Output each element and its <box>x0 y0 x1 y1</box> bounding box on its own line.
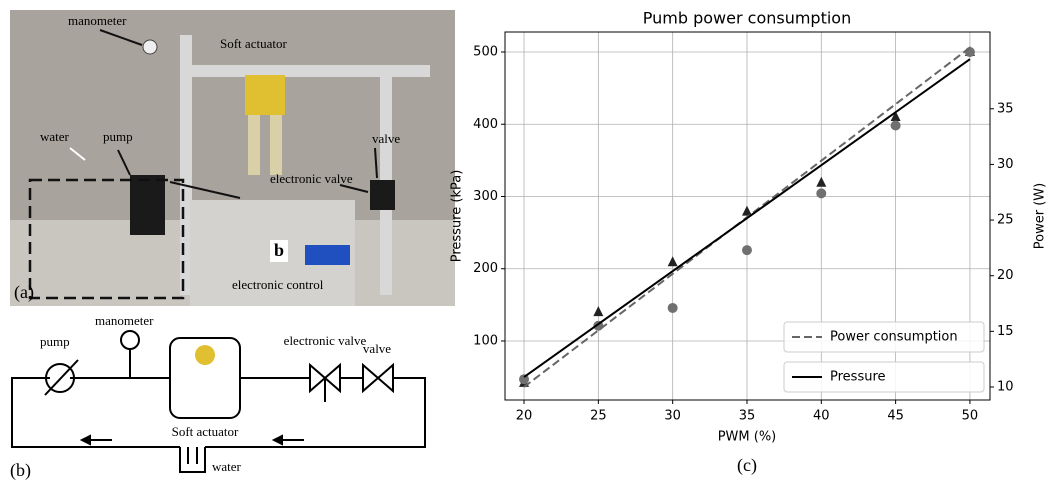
photo-label: valve <box>372 131 400 146</box>
photo-lcd <box>305 245 350 265</box>
pipe <box>11 377 426 448</box>
x-tick-label: 40 <box>813 409 830 424</box>
flow-arrowhead <box>79 434 283 446</box>
diagram-label: Soft actuator <box>172 424 239 439</box>
photo-dashed-box <box>28 178 185 300</box>
manometer-symbol <box>120 330 140 350</box>
actuator-image <box>195 345 215 365</box>
y-tick-label: 200 <box>473 261 498 276</box>
photo-valve <box>370 180 395 210</box>
diagram-label: electronic valve <box>284 333 367 348</box>
legend-label: Pressure <box>830 370 886 385</box>
y2-tick-label: 10 <box>997 379 1014 394</box>
x-axis-label: PWM (%) <box>718 430 777 445</box>
diagram-label: water <box>212 459 242 474</box>
y2-tick-label: 15 <box>997 324 1014 339</box>
x-tick-label: 25 <box>590 409 607 424</box>
arrow <box>339 184 369 193</box>
electronic-valve-symbol <box>309 362 341 394</box>
arrow <box>117 149 131 176</box>
photo-inset-badge <box>270 240 288 262</box>
y-tick-label: 300 <box>473 189 498 204</box>
y-tick-label: 500 <box>473 45 498 60</box>
water-tank <box>179 447 206 473</box>
diagram-label: valve <box>363 341 391 356</box>
point <box>741 245 752 256</box>
point <box>890 111 901 122</box>
y2-tick-label: 25 <box>997 213 1014 228</box>
photo-label: electronic control <box>232 277 324 292</box>
chart-title: Pumb power consumption <box>643 9 851 28</box>
photo-label: water <box>40 129 70 144</box>
y-tick-label: 100 <box>473 333 498 348</box>
diagram-label: manometer <box>95 313 154 328</box>
photo-label: pump <box>103 129 133 144</box>
photo-manometer <box>142 39 158 55</box>
arrow <box>69 147 86 161</box>
point <box>741 205 752 216</box>
legend-label: Power consumption <box>830 330 958 345</box>
point <box>593 306 604 317</box>
caption: (a) <box>14 282 34 303</box>
y2-tick-label: 35 <box>997 101 1014 116</box>
photo-label: Soft actuator <box>220 36 287 51</box>
valve-symbol <box>362 362 394 394</box>
x-tick-label: 45 <box>887 409 904 424</box>
point <box>816 188 827 199</box>
photo-actuator <box>245 75 285 115</box>
photo-actuator <box>248 115 260 175</box>
caption: (b) <box>10 460 31 481</box>
legend-box <box>783 361 985 393</box>
arrow <box>374 147 378 179</box>
photo-pump <box>130 175 165 235</box>
diagram <box>11 330 426 473</box>
inset-label: b <box>274 240 284 260</box>
x-tick-label: 35 <box>739 409 756 424</box>
x-tick-label: 30 <box>664 409 681 424</box>
point <box>667 256 678 267</box>
plot-frame <box>504 31 991 401</box>
y2-axis-label: Power (W) <box>1033 183 1048 249</box>
y2-tick-label: 30 <box>997 157 1014 172</box>
fit-line <box>523 58 971 378</box>
photo-frame <box>180 65 430 77</box>
y2-tick-label: 20 <box>997 268 1014 283</box>
arrow <box>169 181 241 199</box>
chart: Pumb power consumption PWM (%) Pressure … <box>450 9 1048 477</box>
x-tick-label: 20 <box>516 409 533 424</box>
photo-label: manometer <box>68 13 127 28</box>
point <box>519 374 530 385</box>
photo-label: electronic valve <box>270 171 353 186</box>
arrow <box>99 29 143 46</box>
diagram-label: pump <box>40 334 70 349</box>
point <box>816 176 827 187</box>
pump-arrow <box>44 359 79 396</box>
photo-actuator <box>270 115 282 175</box>
point <box>667 302 678 313</box>
point <box>890 120 901 131</box>
y-tick-label: 400 <box>473 117 498 132</box>
y-axis-label: Pressure (kPa) <box>450 170 465 263</box>
photo: manometer Soft actuator water pump valve… <box>10 10 455 306</box>
pump-symbol <box>45 363 75 393</box>
x-tick-label: 50 <box>962 409 979 424</box>
legend-box <box>783 321 985 353</box>
actuator-box <box>169 337 241 419</box>
caption: (c) <box>737 455 757 476</box>
